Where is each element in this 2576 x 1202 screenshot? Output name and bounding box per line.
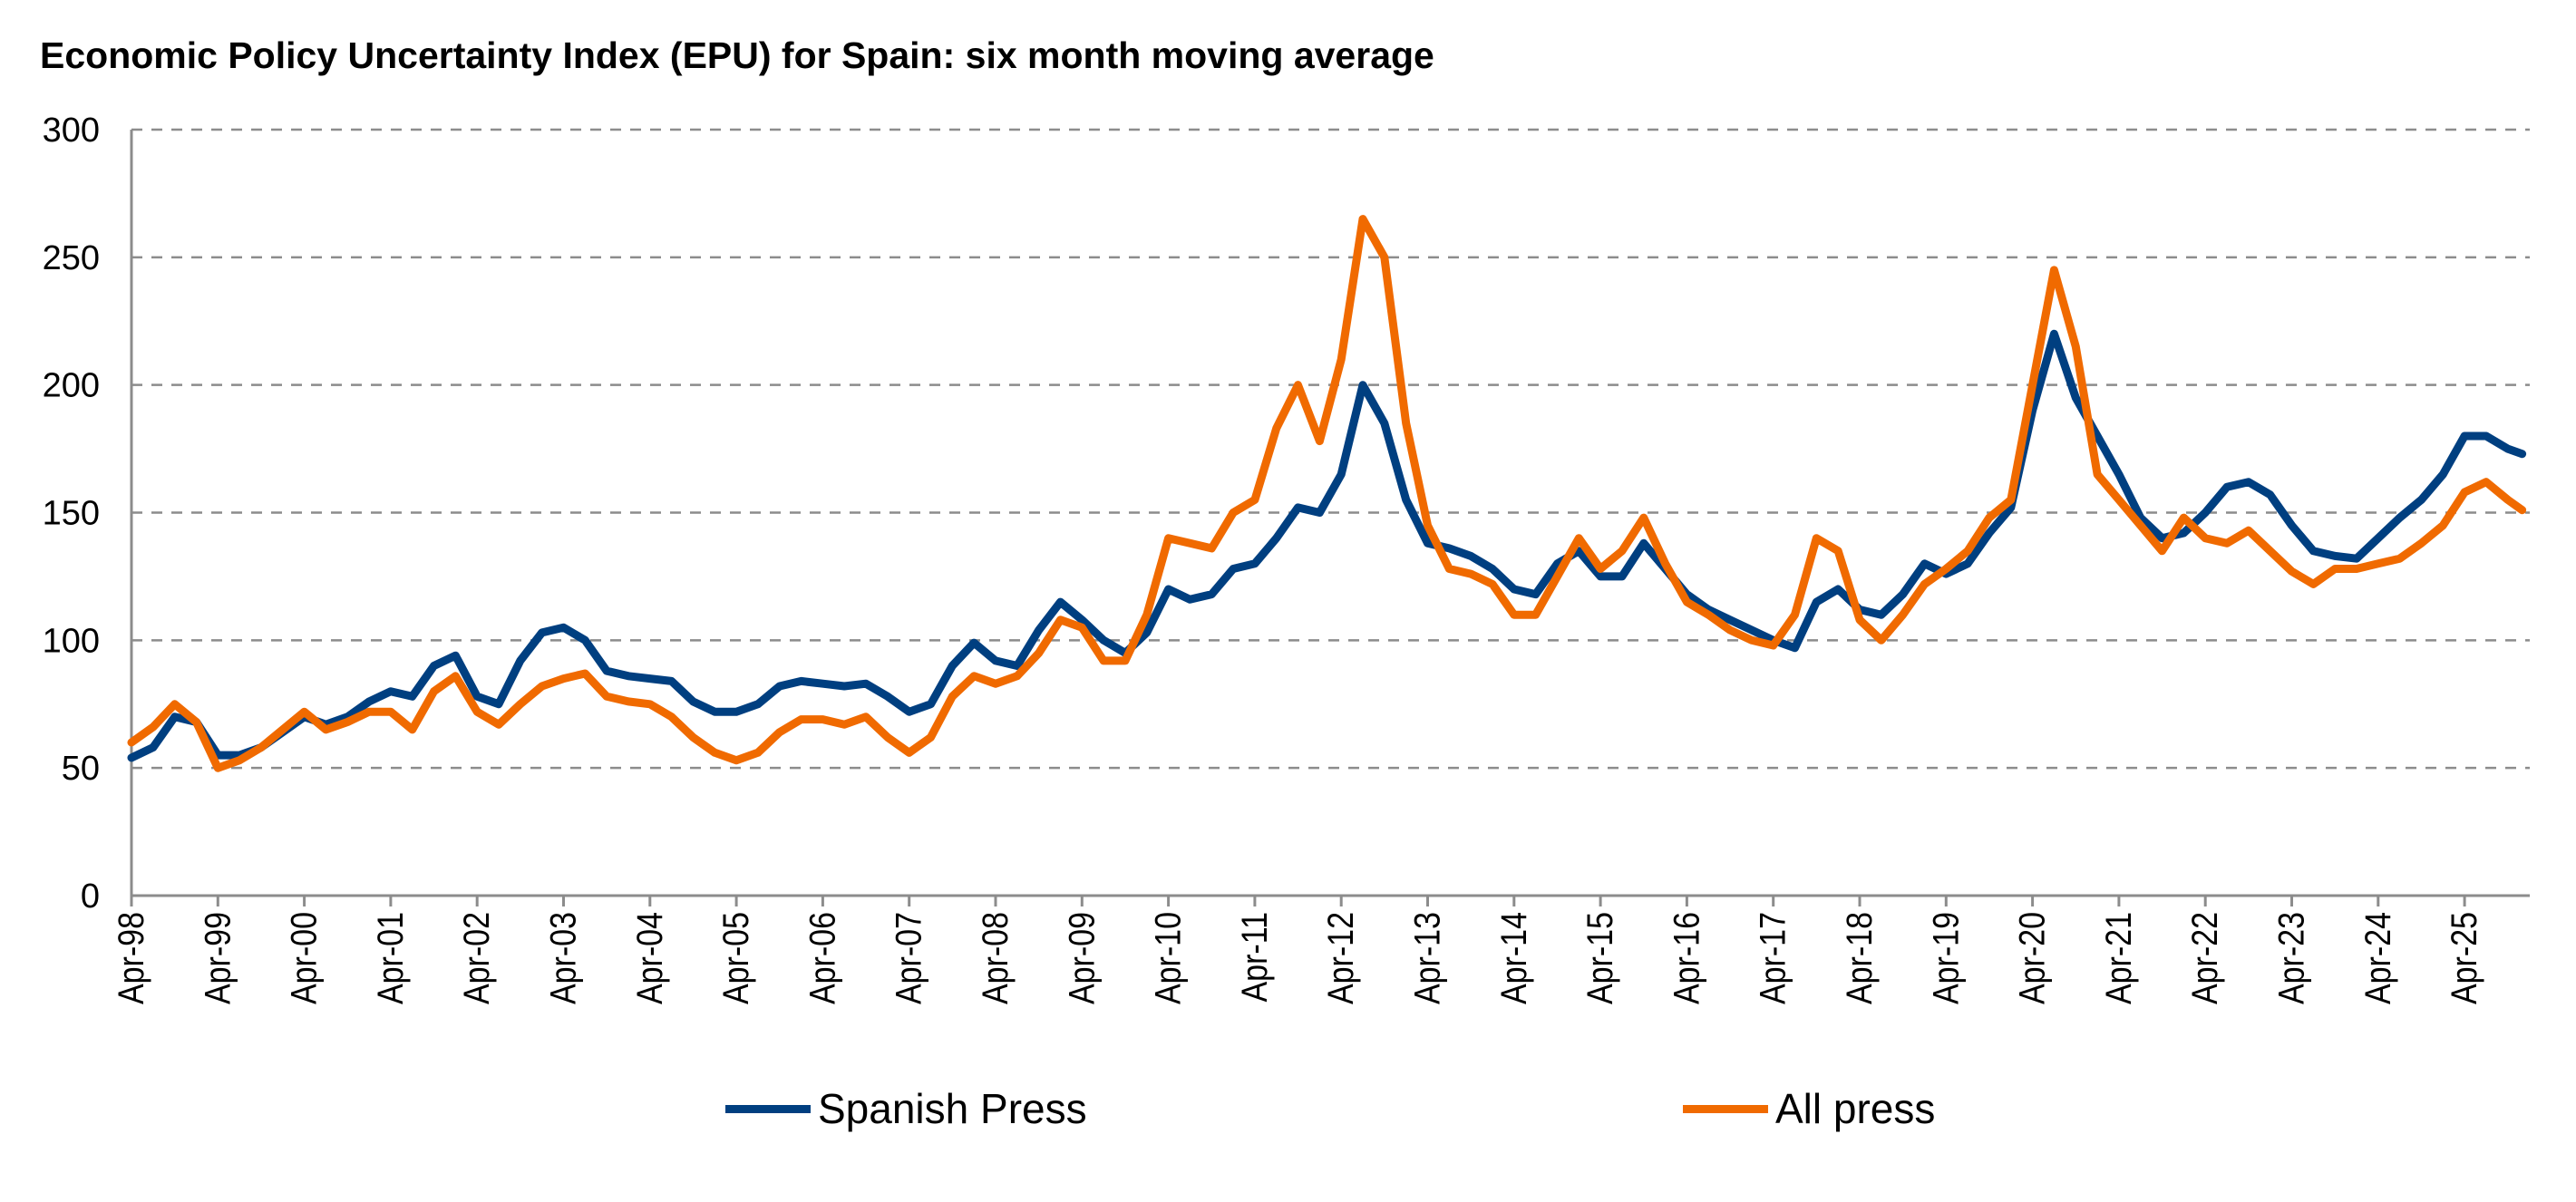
x-tick-label: Apr-01 <box>369 912 410 1004</box>
y-tick-label: 50 <box>62 750 100 788</box>
x-tick-label: Apr-10 <box>1147 912 1188 1004</box>
legend-label-all-press: All press <box>1775 1085 1936 1132</box>
y-tick-label: 100 <box>43 622 100 660</box>
x-tick-label: Apr-00 <box>283 912 324 1004</box>
axes <box>130 130 2530 906</box>
x-tick-label: Apr-06 <box>802 912 842 1004</box>
x-tick-label: Apr-98 <box>110 912 151 1004</box>
x-tick-label: Apr-16 <box>1666 912 1706 1004</box>
x-tick-label: Apr-03 <box>542 912 583 1004</box>
y-axis-labels: 0 50 100 150 200 250 300 <box>43 111 100 916</box>
y-tick-label: 250 <box>43 239 100 277</box>
y-tick-label: 150 <box>43 495 100 533</box>
x-tick-label: Apr-18 <box>1838 912 1879 1004</box>
legend-item-all-press: All press <box>1683 1084 1935 1133</box>
x-tick-label: Apr-99 <box>197 912 238 1004</box>
x-tick-label: Apr-08 <box>974 912 1015 1004</box>
x-tick-label: Apr-15 <box>1579 912 1619 1004</box>
x-tick-label: Apr-17 <box>1752 912 1793 1004</box>
x-tick-label: Apr-13 <box>1406 912 1447 1004</box>
x-tick-label: Apr-22 <box>2184 912 2225 1004</box>
chart-title: Economic Policy Uncertainty Index (EPU) … <box>40 34 1434 76</box>
x-tick-label: Apr-23 <box>2270 912 2311 1004</box>
legend-item-spanish-press: Spanish Press <box>725 1084 1087 1133</box>
x-tick-label: Apr-09 <box>1061 912 1102 1004</box>
x-axis-labels: Apr-98 Apr-99 Apr-00 Apr-01 Apr-02 Apr-03 Apr-… <box>110 912 2484 1004</box>
gridlines <box>131 128 2530 770</box>
x-tick-label: Apr-19 <box>1925 912 1966 1004</box>
x-tick-label: Apr-11 <box>1233 912 1274 1003</box>
x-tick-label: Apr-24 <box>2357 912 2397 1004</box>
x-tick-label: Apr-20 <box>2011 912 2052 1004</box>
x-tick-label: Apr-05 <box>714 912 755 1004</box>
y-tick-label: 0 <box>81 877 100 916</box>
y-tick-label: 200 <box>43 367 100 405</box>
legend-swatch-spanish-press <box>725 1104 811 1113</box>
x-tick-label: Apr-21 <box>2097 912 2138 1004</box>
series-lines <box>127 215 2527 772</box>
x-tick-label: Apr-04 <box>628 912 669 1004</box>
x-tick-label: Apr-12 <box>1320 912 1361 1004</box>
x-tick-label: Apr-14 <box>1492 912 1533 1004</box>
x-tick-label: Apr-25 <box>2443 912 2484 1004</box>
x-tick-label: Apr-07 <box>888 912 928 1004</box>
y-tick-label: 300 <box>43 111 100 150</box>
series-line-all-press <box>127 215 2527 772</box>
x-tick-label: Apr-02 <box>456 912 497 1004</box>
legend-swatch-all-press <box>1683 1104 1768 1113</box>
series-line-spanish-press <box>127 329 2527 762</box>
legend-label-spanish-press: Spanish Press <box>818 1085 1087 1132</box>
